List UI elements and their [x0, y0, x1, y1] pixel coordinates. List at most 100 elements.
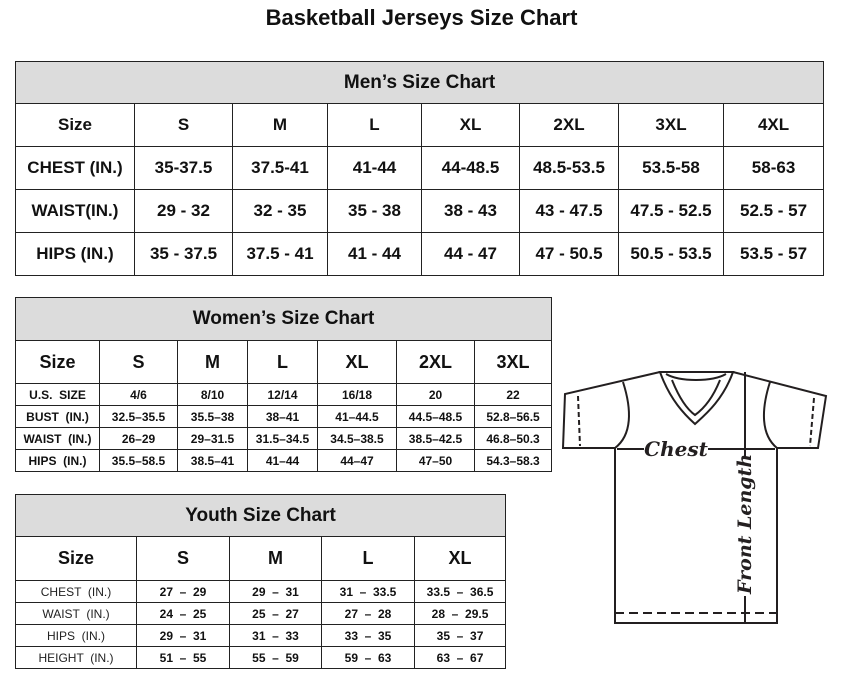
column-header: XL	[413, 536, 507, 581]
chest-label: Chest	[644, 437, 708, 461]
size-value: 47 - 50.5	[519, 232, 619, 276]
size-value: 32 - 35	[232, 189, 328, 233]
size-value: 33 – 35	[321, 624, 415, 647]
size-value: 35.5–38	[177, 405, 248, 428]
size-value: 47–50	[396, 449, 475, 472]
size-value: 48.5-53.5	[519, 146, 619, 190]
table-row: BUST (IN.) 32.5–35.5 35.5–38 38–41 41–44.5 44…	[15, 405, 553, 428]
column-header: 2XL	[519, 103, 619, 147]
mens-size-table: Men’s Size Chart Size S M L XL 2XL 3XL 4XL CHEST…	[14, 61, 825, 276]
table-row: WAIST (IN.) 26–29 29–31.5 31.5–34.5 34.5–38.…	[15, 427, 553, 450]
column-header: 3XL	[618, 103, 724, 147]
size-value: 4/6	[99, 383, 178, 406]
column-header: 3XL	[473, 340, 553, 384]
size-value: 47.5 - 52.5	[618, 189, 724, 233]
youth-size-table: Youth Size Chart Size S M L XL CHEST (IN.) 27 …	[14, 494, 507, 669]
size-value: 41-44	[327, 146, 422, 190]
size-value: 29 - 32	[134, 189, 233, 233]
row-label: HIPS (IN.)	[15, 624, 137, 647]
row-label: HEIGHT (IN.)	[15, 646, 137, 669]
size-value: 43 - 47.5	[519, 189, 619, 233]
column-header: S	[99, 340, 178, 384]
size-value: 38.5–42.5	[396, 427, 475, 450]
size-value: 44–47	[317, 449, 397, 472]
t-shirt-icon: Chest Front Length	[561, 371, 828, 624]
table-row: WAIST (IN.) 24 – 25 25 – 27 27 – 28 28 – 29.…	[15, 602, 507, 625]
column-header: 4XL	[722, 103, 825, 147]
size-value: 38 - 43	[421, 189, 520, 233]
size-value: 59 – 63	[321, 646, 415, 669]
size-value: 35 - 37.5	[134, 232, 233, 276]
column-header: S	[134, 103, 233, 147]
column-header: Size	[15, 103, 135, 147]
size-value: 41–44	[247, 449, 318, 472]
size-value: 53.5 - 57	[722, 232, 825, 276]
size-value: 44 - 47	[421, 232, 520, 276]
size-value: 29–31.5	[177, 427, 248, 450]
size-value: 31.5–34.5	[247, 427, 318, 450]
header-row: Size S M L XL 2XL 3XL 4XL	[15, 103, 825, 147]
row-label: WAIST (IN.)	[15, 427, 100, 450]
column-header: Size	[15, 536, 137, 581]
size-value: 35 – 37	[413, 624, 507, 647]
row-label: HIPS (IN.)	[15, 449, 100, 472]
size-value: 37.5 - 41	[232, 232, 328, 276]
column-header: XL	[421, 103, 520, 147]
column-header: Size	[15, 340, 100, 384]
size-value: 50.5 - 53.5	[618, 232, 724, 276]
size-value: 28 – 29.5	[413, 602, 507, 625]
size-value: 35.5–58.5	[99, 449, 178, 472]
column-header: L	[327, 103, 422, 147]
table-row: U.S. SIZE 4/6 8/10 12/14 16/18 20 22	[15, 383, 553, 406]
size-value: 63 – 67	[413, 646, 507, 669]
row-label: CHEST (IN.)	[15, 580, 137, 603]
size-value: 55 – 59	[229, 646, 322, 669]
size-value: 8/10	[177, 383, 248, 406]
size-value: 46.8–50.3	[473, 427, 553, 450]
header-row: Size S M L XL	[15, 536, 507, 581]
size-value: 32.5–35.5	[99, 405, 178, 428]
shirt-outline	[561, 371, 828, 624]
header-row: Size S M L XL 2XL 3XL	[15, 340, 553, 384]
size-value: 25 – 27	[229, 602, 322, 625]
size-value: 26–29	[99, 427, 178, 450]
size-value: 12/14	[247, 383, 318, 406]
size-value: 34.5–38.5	[317, 427, 397, 450]
page-title: Basketball Jerseys Size Chart	[265, 5, 578, 30]
table-row: HIPS (IN.) 35 - 37.5 37.5 - 41 41 - 44 44 - …	[15, 232, 825, 276]
column-header: 2XL	[396, 340, 475, 384]
size-value: 41–44.5	[317, 405, 397, 428]
size-value: 20	[396, 383, 475, 406]
row-label: HIPS (IN.)	[15, 232, 135, 276]
size-value: 29 – 31	[136, 624, 230, 647]
size-value: 31 – 33	[229, 624, 322, 647]
column-header: S	[136, 536, 230, 581]
size-value: 52.8–56.5	[473, 405, 553, 428]
size-value: 33.5 – 36.5	[413, 580, 507, 603]
table-caption: Women’s Size Chart	[14, 297, 553, 341]
column-header: XL	[317, 340, 397, 384]
size-value: 37.5-41	[232, 146, 328, 190]
size-value: 27 – 29	[136, 580, 230, 603]
womens-size-table: Women’s Size Chart Size S M L XL 2XL 3XL U.S. S…	[14, 297, 553, 472]
size-value: 35 - 38	[327, 189, 422, 233]
row-label: WAIST(IN.)	[15, 189, 135, 233]
size-value: 24 – 25	[136, 602, 230, 625]
size-value: 44.5–48.5	[396, 405, 475, 428]
column-header: M	[177, 340, 248, 384]
size-value: 44-48.5	[421, 146, 520, 190]
table-row: HEIGHT (IN.) 51 – 55 55 – 59 59 – 63 63 – 67	[15, 646, 507, 669]
size-value: 51 – 55	[136, 646, 230, 669]
collar	[658, 371, 735, 426]
table-row: HIPS (IN.) 29 – 31 31 – 33 33 – 35 35 – 37	[15, 624, 507, 647]
table-caption: Men’s Size Chart	[14, 61, 825, 104]
row-label: WAIST (IN.)	[15, 602, 137, 625]
row-label: CHEST (IN.)	[15, 146, 135, 190]
size-value: 38–41	[247, 405, 318, 428]
size-value: 54.3–58.3	[473, 449, 553, 472]
size-value: 58-63	[722, 146, 825, 190]
column-header: M	[229, 536, 322, 581]
table-row: HIPS (IN.) 35.5–58.5 38.5–41 41–44 44–47 47–5…	[15, 449, 553, 472]
size-value: 16/18	[317, 383, 397, 406]
size-value: 27 – 28	[321, 602, 415, 625]
